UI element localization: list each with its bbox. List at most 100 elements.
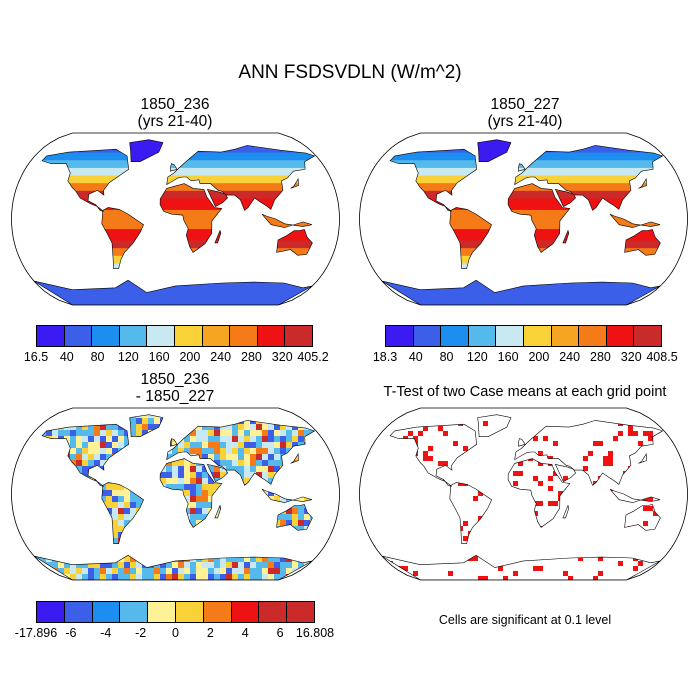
coastline-greenland bbox=[477, 139, 512, 162]
coastline-arabia bbox=[554, 463, 576, 483]
colorbar-swatch bbox=[579, 326, 607, 346]
map-border bbox=[359, 132, 688, 306]
colorbar-tick-label: -17.896 bbox=[15, 626, 57, 640]
colorbar-tick-label: 16.808 bbox=[296, 626, 334, 640]
panel2-title: 1850_227 (yrs 21-40) bbox=[375, 96, 675, 130]
coastline-indonesia bbox=[609, 213, 661, 228]
coastline-madagascar bbox=[214, 504, 222, 519]
coastline-namerica bbox=[389, 423, 478, 487]
colorbar-tick-label: 200 bbox=[179, 350, 200, 364]
coastline-australia bbox=[276, 229, 313, 256]
map-border bbox=[359, 407, 688, 581]
colorbar-swatch bbox=[287, 602, 314, 622]
map-border bbox=[11, 132, 340, 306]
coastline-indonesia bbox=[609, 488, 661, 503]
colorbar-panel-3 bbox=[36, 601, 315, 623]
colorbar-tick-label: 4 bbox=[242, 626, 249, 640]
panel3-title: 1850_236 - 1850_227 bbox=[25, 371, 325, 405]
coastline-greenland bbox=[477, 414, 512, 437]
coastline-japan bbox=[290, 177, 299, 189]
coastline-uk bbox=[170, 163, 178, 172]
panel4-title: T-Test of two Case means at each grid po… bbox=[355, 384, 695, 401]
panel2-title-line1: 1850_227 bbox=[375, 96, 675, 113]
land-namerica bbox=[393, 424, 468, 487]
colorbar-tick-label: -4 bbox=[100, 626, 111, 640]
colorbar-swatch bbox=[203, 602, 232, 622]
colorbar-tick-label: 120 bbox=[118, 350, 139, 364]
coastline-antarctica bbox=[381, 279, 661, 305]
panel2-title-line2: (yrs 21-40) bbox=[375, 113, 675, 130]
coastline-japan bbox=[638, 177, 647, 189]
colorbar-swatch bbox=[120, 602, 149, 622]
colorbar-swatch bbox=[202, 326, 231, 346]
colorbar-swatch bbox=[175, 602, 204, 622]
colorbar-swatch bbox=[119, 326, 148, 346]
colorbar-tick-label: 320 bbox=[621, 350, 642, 364]
colorbar-tick-label: 80 bbox=[91, 350, 105, 364]
colorbar-swatch bbox=[174, 326, 203, 346]
colorbar-tick-label: 40 bbox=[60, 350, 74, 364]
panel1-title-line1: 1850_236 bbox=[25, 96, 325, 113]
colorbar-tick-label: 240 bbox=[210, 350, 231, 364]
colorbar-tick-label: -6 bbox=[65, 626, 76, 640]
colorbar-swatch bbox=[523, 326, 552, 346]
coastline-africa bbox=[507, 458, 571, 528]
colorbar-swatch bbox=[92, 602, 121, 622]
figure-title: ANN FSDSVDLN (W/m^2) bbox=[0, 62, 700, 84]
coastline-uk bbox=[170, 438, 178, 447]
colorbar-swatch bbox=[468, 326, 497, 346]
coastline-antarctica bbox=[381, 554, 661, 580]
coastline-samerica bbox=[101, 207, 144, 269]
colorbar-panel-2 bbox=[385, 325, 662, 347]
coastline-eurasia bbox=[166, 145, 316, 211]
coastline-japan bbox=[290, 452, 299, 464]
coastline-australia bbox=[624, 229, 661, 256]
colorbar-tick-label: 18.3 bbox=[373, 350, 397, 364]
colorbar-tick-label: 160 bbox=[498, 350, 519, 364]
panel3-title-line1: 1850_236 bbox=[25, 371, 325, 388]
panel1-title: 1850_236 (yrs 21-40) bbox=[25, 96, 325, 130]
colorbar-tick-label: 405.2 bbox=[297, 350, 328, 364]
colorbar-tick-label: 40 bbox=[409, 350, 423, 364]
colorbar-swatch bbox=[634, 326, 661, 346]
coastline-africa bbox=[159, 458, 223, 528]
colorbar-tick-label: 6 bbox=[277, 626, 284, 640]
colorbar-tick-label: 200 bbox=[528, 350, 549, 364]
coastline-japan bbox=[638, 452, 647, 464]
coastline-namerica bbox=[41, 423, 130, 487]
colorbar-tick-label: 2 bbox=[207, 626, 214, 640]
colorbar-tick-label: 16.5 bbox=[24, 350, 48, 364]
colorbar-tick-label: 0 bbox=[172, 626, 179, 640]
map-panel-3 bbox=[11, 407, 340, 581]
coastline-antarctica bbox=[33, 279, 313, 305]
colorbar-swatch bbox=[231, 602, 260, 622]
coastline-eurasia bbox=[514, 420, 664, 486]
coastline-africa bbox=[507, 183, 571, 253]
colorbar-swatch bbox=[551, 326, 580, 346]
colorbar-swatch bbox=[64, 602, 93, 622]
coastline-greenland bbox=[129, 414, 164, 437]
coastline-antarctica bbox=[33, 554, 313, 580]
coastline-indonesia bbox=[261, 213, 313, 228]
colorbar-swatch bbox=[230, 326, 258, 346]
land-greenland bbox=[129, 414, 163, 437]
panel3-title-line2: - 1850_227 bbox=[25, 388, 325, 405]
coastline-australia bbox=[624, 504, 661, 531]
colorbar-tick-label: 280 bbox=[241, 350, 262, 364]
coastline-namerica bbox=[41, 148, 130, 212]
colorbar-swatch bbox=[148, 602, 176, 622]
colorbar-tick-label: 80 bbox=[440, 350, 454, 364]
coastline-arabia bbox=[206, 188, 228, 208]
colorbar-swatch bbox=[92, 326, 120, 346]
colorbar-swatch bbox=[147, 326, 175, 346]
coastline-samerica bbox=[449, 207, 492, 269]
coastline-madagascar bbox=[562, 504, 570, 519]
colorbar-tick-label: -2 bbox=[135, 626, 146, 640]
map-border bbox=[11, 407, 340, 581]
colorbar-tick-label: 160 bbox=[149, 350, 170, 364]
coastline-uk bbox=[518, 438, 526, 447]
colorbar-swatch bbox=[37, 602, 65, 622]
colorbar-swatch bbox=[257, 326, 286, 346]
coastline-africa bbox=[159, 183, 223, 253]
significance-note: Cells are significant at 0.1 level bbox=[350, 613, 700, 627]
